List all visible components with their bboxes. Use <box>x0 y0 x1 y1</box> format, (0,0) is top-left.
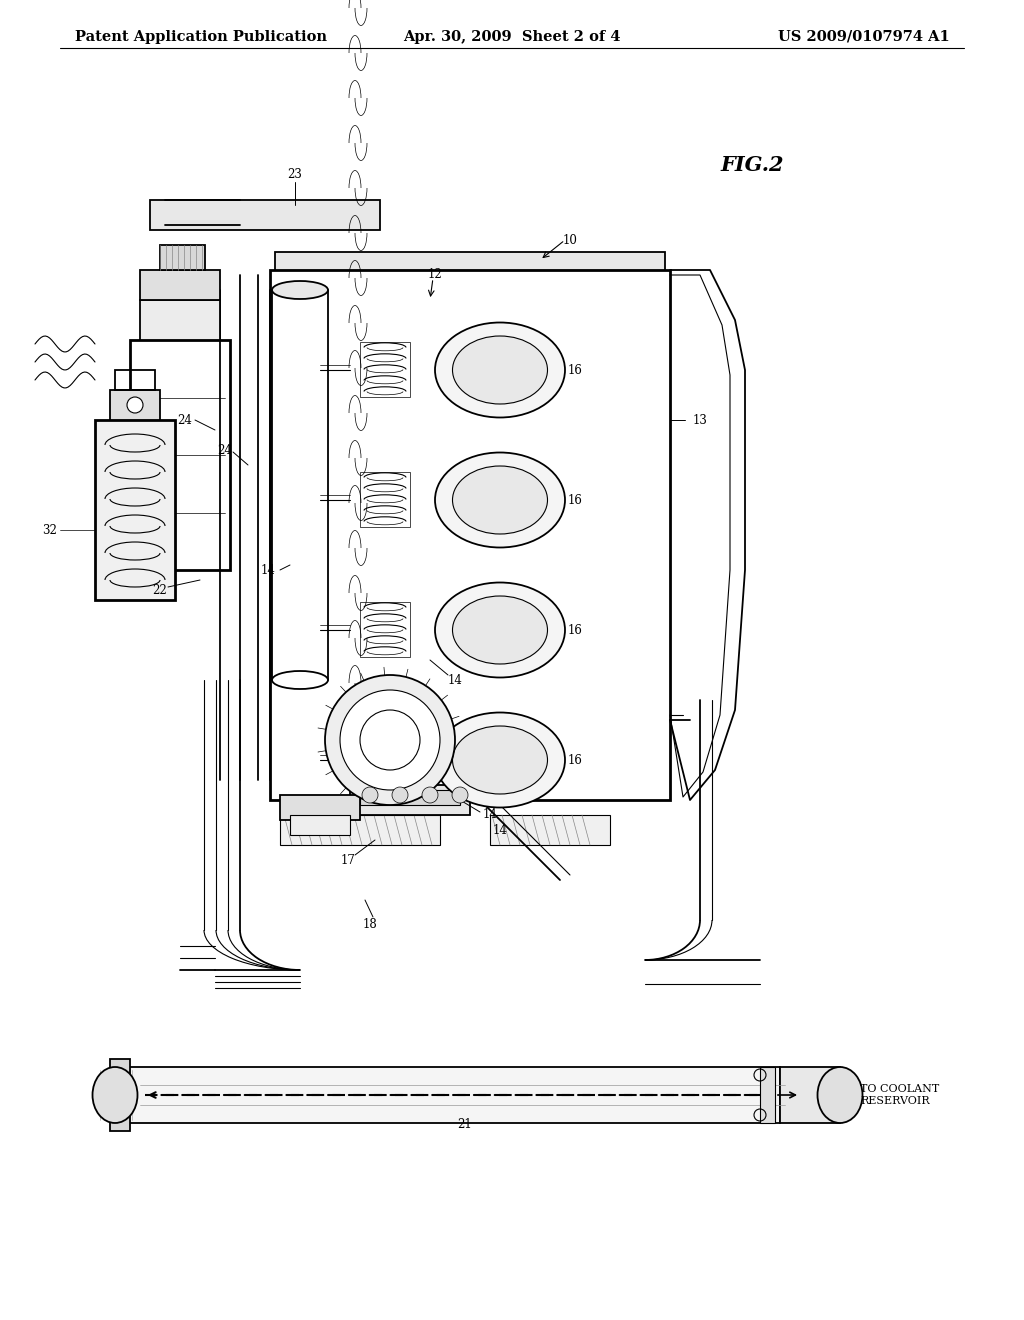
Bar <box>780 1067 840 1123</box>
Ellipse shape <box>92 1067 137 1123</box>
Bar <box>140 271 220 300</box>
Ellipse shape <box>272 281 328 300</box>
Text: FIG.2: FIG.2 <box>720 154 783 176</box>
Circle shape <box>422 787 438 803</box>
Bar <box>490 814 610 845</box>
Text: 23: 23 <box>288 169 302 181</box>
Bar <box>270 271 670 800</box>
Text: Patent Application Publication: Patent Application Publication <box>75 30 327 44</box>
Ellipse shape <box>453 337 548 404</box>
Bar <box>140 300 220 341</box>
Circle shape <box>325 675 455 805</box>
Bar <box>360 342 410 397</box>
Bar <box>110 389 160 420</box>
Text: 18: 18 <box>362 919 378 932</box>
Ellipse shape <box>453 726 548 795</box>
Text: 16: 16 <box>567 494 583 507</box>
Bar <box>280 814 440 845</box>
Text: 14: 14 <box>493 824 508 837</box>
Ellipse shape <box>435 713 565 808</box>
Text: 14: 14 <box>260 564 275 577</box>
Text: 10: 10 <box>562 234 578 247</box>
Bar <box>280 795 360 820</box>
Text: 13: 13 <box>692 413 708 426</box>
Bar <box>360 602 410 657</box>
Text: 14: 14 <box>447 673 463 686</box>
Ellipse shape <box>453 597 548 664</box>
Text: Apr. 30, 2009  Sheet 2 of 4: Apr. 30, 2009 Sheet 2 of 4 <box>403 30 621 44</box>
Bar <box>115 370 155 389</box>
Circle shape <box>127 397 143 413</box>
Ellipse shape <box>435 453 565 548</box>
Ellipse shape <box>272 671 328 689</box>
Text: 24: 24 <box>177 413 193 426</box>
Text: 22: 22 <box>153 583 167 597</box>
Bar <box>360 733 410 787</box>
Bar <box>760 1067 775 1123</box>
Bar <box>115 1067 780 1123</box>
Bar <box>95 420 175 601</box>
Circle shape <box>452 787 468 803</box>
Circle shape <box>392 787 408 803</box>
Text: 16: 16 <box>567 363 583 376</box>
Circle shape <box>362 787 378 803</box>
Text: 17: 17 <box>341 854 355 866</box>
Ellipse shape <box>435 322 565 417</box>
Text: 32: 32 <box>43 524 57 536</box>
Text: 12: 12 <box>428 268 442 281</box>
Text: 16: 16 <box>567 754 583 767</box>
Ellipse shape <box>435 582 565 677</box>
Circle shape <box>340 690 440 789</box>
Bar <box>160 246 205 271</box>
Text: TO COOLANT
RESERVOIR: TO COOLANT RESERVOIR <box>860 1084 939 1106</box>
Bar <box>365 725 415 766</box>
Ellipse shape <box>453 466 548 535</box>
Bar <box>360 789 460 805</box>
Bar <box>150 201 380 230</box>
Text: US 2009/0107974 A1: US 2009/0107974 A1 <box>778 30 950 44</box>
Text: 14: 14 <box>482 808 498 821</box>
Text: 24: 24 <box>217 444 232 457</box>
Bar <box>110 1059 130 1131</box>
Ellipse shape <box>817 1067 862 1123</box>
Bar <box>290 814 350 836</box>
Bar <box>130 341 230 570</box>
Bar <box>275 252 665 271</box>
Text: 21: 21 <box>458 1118 472 1131</box>
Bar <box>360 473 410 527</box>
Bar <box>350 785 470 814</box>
Text: 16: 16 <box>567 623 583 636</box>
